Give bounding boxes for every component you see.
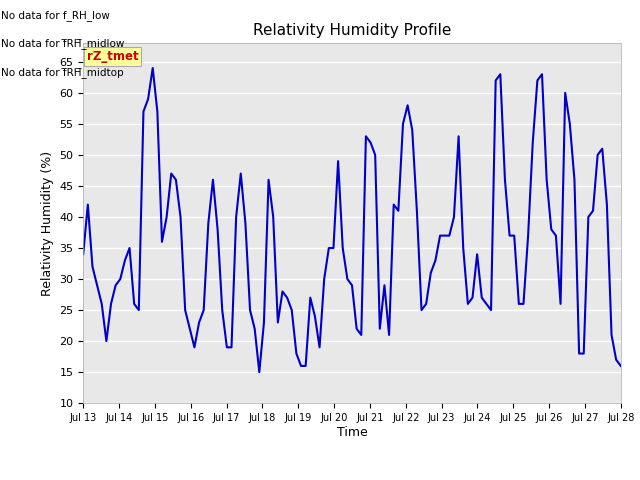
Text: rZ_tmet: rZ_tmet	[87, 50, 138, 63]
Y-axis label: Relativity Humidity (%): Relativity Humidity (%)	[41, 151, 54, 296]
Text: No data for f̅RH̅_midlow: No data for f̅RH̅_midlow	[1, 38, 125, 49]
Title: Relativity Humidity Profile: Relativity Humidity Profile	[253, 23, 451, 38]
Text: No data for f_RH_low: No data for f_RH_low	[1, 10, 110, 21]
X-axis label: Time: Time	[337, 426, 367, 439]
Text: No data for f̅RH̅_midtop: No data for f̅RH̅_midtop	[1, 67, 124, 78]
